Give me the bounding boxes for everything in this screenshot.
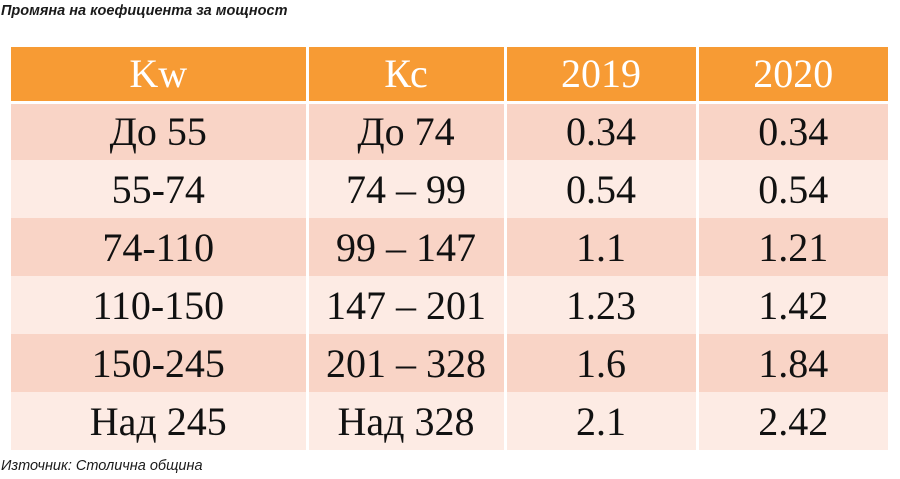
cell-2020: 1.42	[758, 282, 829, 328]
source-note: Източник: Столична община	[1, 458, 203, 474]
coefficient-table: Kw Кс 2019 2020 До 55 До 74 0.34 0.34 55…	[11, 47, 888, 450]
header-kw: Kw	[11, 47, 309, 104]
cell-2019: 0.34	[505, 102, 699, 160]
cell-ks: 201 – 328	[307, 334, 507, 392]
cell-2020: 1.21	[758, 224, 829, 270]
table-row: 110-150 147 – 201 1.23 1.42	[11, 276, 888, 334]
cell-2020: 0.54	[758, 166, 829, 212]
table-row: 55-74 74 – 99 0.54 0.54	[11, 160, 888, 218]
cell-2019: 1.1	[505, 218, 699, 276]
cell-ks: До 74	[307, 102, 507, 160]
table-row: 74-110 99 – 147 1.1 1.21	[11, 218, 888, 276]
table-row: Над 245 Над 328 2.1 2.42	[11, 392, 888, 450]
cell-2019: 2.1	[505, 392, 699, 450]
cell-ks: 74 – 99	[307, 160, 507, 218]
cell-kw: 110-150	[11, 276, 309, 334]
header-ks: Кс	[307, 47, 507, 104]
table-row: До 55 До 74 0.34 0.34	[11, 102, 888, 160]
cell-2019: 1.6	[505, 334, 699, 392]
cell-kw: До 55	[11, 102, 309, 160]
cell-2020: 0.34	[758, 109, 829, 155]
cell-kw: Над 245	[11, 392, 309, 450]
cell-ks: 147 – 201	[307, 276, 507, 334]
cell-2019: 0.54	[505, 160, 699, 218]
cell-kw: 74-110	[11, 218, 309, 276]
cell-2020: 2.42	[758, 398, 829, 444]
cell-kw: 150-245	[11, 334, 309, 392]
table-header-row: Kw Кс 2019 2020	[11, 47, 888, 104]
cell-ks: Над 328	[307, 392, 507, 450]
header-2020: 2020	[697, 47, 888, 104]
header-2019: 2019	[505, 47, 699, 104]
document-title: Промяна на коефициента за мощност	[1, 3, 288, 19]
cell-2019: 1.23	[505, 276, 699, 334]
cell-2020: 1.84	[758, 340, 829, 386]
cell-ks: 99 – 147	[307, 218, 507, 276]
cell-kw: 55-74	[11, 160, 309, 218]
table-row: 150-245 201 – 328 1.6 1.84	[11, 334, 888, 392]
